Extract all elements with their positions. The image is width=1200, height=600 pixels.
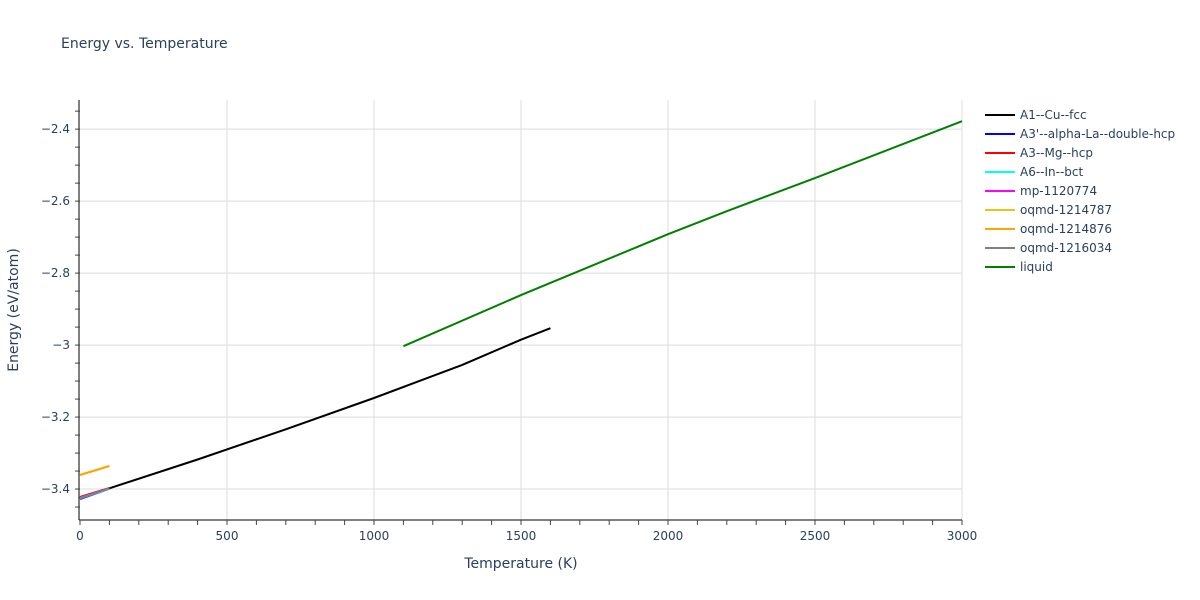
legend-item[interactable]: liquid [985, 257, 1175, 276]
x-tick-label: 1000 [359, 529, 390, 543]
y-tick-label: −2.8 [41, 266, 70, 280]
legend-item[interactable]: oqmd-1216034 [985, 238, 1175, 257]
x-tick-label: 2500 [800, 529, 831, 543]
legend-line-icon [985, 189, 1015, 192]
legend-item[interactable]: oqmd-1214876 [985, 219, 1175, 238]
series-line-liquid[interactable] [403, 120, 963, 348]
legend-label: oqmd-1216034 [1020, 240, 1113, 255]
legend-label: oqmd-1214787 [1020, 202, 1113, 217]
legend-line-icon [985, 246, 1015, 249]
legend: A1--Cu--fcc A3'--alpha-La--double-hcp A3--… [985, 105, 1175, 276]
x-axis-title: Temperature (K) [463, 556, 577, 572]
legend-label: A1--Cu--fcc [1020, 107, 1087, 122]
y-tick-label: −3 [52, 338, 70, 352]
series-line-oqmd-1214876[interactable] [79, 465, 110, 476]
y-axis-title: Energy (eV/atom) [6, 248, 22, 372]
x-tick-label: 1500 [506, 529, 537, 543]
legend-line-icon [985, 113, 1015, 116]
legend-item[interactable]: oqmd-1214787 [985, 200, 1175, 219]
legend-item[interactable]: A6--In--bct [985, 162, 1175, 181]
legend-label: mp-1120774 [1020, 183, 1098, 198]
y-tick-label: −3.2 [41, 410, 70, 424]
series-line-A1--Cu--fcc[interactable] [79, 327, 551, 499]
x-tick-label: 0 [76, 529, 84, 543]
series-line-oqmd-1216034[interactable] [79, 487, 110, 499]
legend-line-icon [985, 151, 1015, 154]
legend-item[interactable]: mp-1120774 [985, 181, 1175, 200]
chart-title: Energy vs. Temperature [61, 36, 228, 52]
x-tick-label: 3000 [947, 529, 978, 543]
legend-label: A3--Mg--hcp [1020, 145, 1093, 160]
x-tick-label: 500 [216, 529, 239, 543]
legend-item[interactable]: A3'--alpha-La--double-hcp [985, 124, 1175, 143]
legend-line-icon [985, 208, 1015, 211]
legend-label: liquid [1020, 259, 1053, 274]
y-tick-label: −3.4 [41, 482, 70, 496]
x-tick-label: 2000 [653, 529, 684, 543]
legend-item[interactable]: A1--Cu--fcc [985, 105, 1175, 124]
legend-line-icon [985, 132, 1015, 135]
legend-item[interactable]: A3--Mg--hcp [985, 143, 1175, 162]
y-tick-label: −2.4 [41, 122, 70, 136]
legend-line-icon [985, 170, 1015, 173]
legend-label: A3'--alpha-La--double-hcp [1020, 126, 1176, 141]
y-tick-label: −2.6 [41, 194, 70, 208]
legend-line-icon [985, 265, 1015, 268]
legend-label: oqmd-1214876 [1020, 221, 1113, 236]
legend-label: A6--In--bct [1020, 164, 1084, 179]
legend-line-icon [985, 227, 1015, 230]
